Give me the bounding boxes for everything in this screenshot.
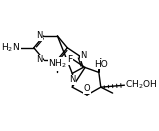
Text: F: F bbox=[67, 55, 72, 64]
Text: H$_2$N: H$_2$N bbox=[1, 42, 20, 54]
Text: N: N bbox=[80, 51, 86, 60]
Text: NH$_2$: NH$_2$ bbox=[48, 58, 67, 70]
Text: O: O bbox=[84, 84, 90, 93]
Text: N: N bbox=[36, 55, 43, 64]
Text: CH$_2$OH: CH$_2$OH bbox=[125, 79, 158, 91]
Polygon shape bbox=[99, 59, 101, 72]
Text: N: N bbox=[69, 75, 75, 84]
Text: N: N bbox=[36, 31, 43, 40]
Text: HO: HO bbox=[94, 60, 108, 69]
